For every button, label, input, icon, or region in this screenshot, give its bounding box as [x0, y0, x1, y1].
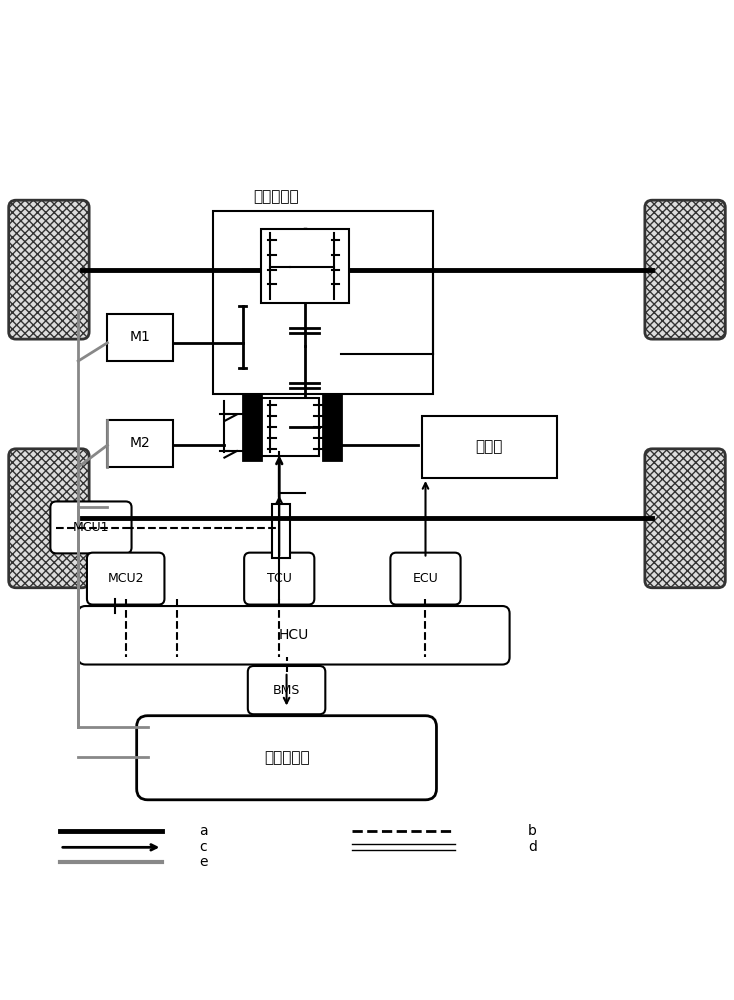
Text: HCU: HCU — [279, 628, 309, 642]
FancyBboxPatch shape — [87, 553, 164, 605]
Text: b: b — [528, 824, 537, 838]
FancyBboxPatch shape — [78, 606, 509, 665]
FancyBboxPatch shape — [214, 211, 433, 394]
Text: MCU2: MCU2 — [107, 572, 144, 585]
Text: ECU: ECU — [413, 572, 438, 585]
Text: a: a — [199, 824, 208, 838]
FancyBboxPatch shape — [51, 501, 131, 553]
FancyBboxPatch shape — [137, 716, 437, 800]
Bar — [261, 229, 349, 303]
FancyBboxPatch shape — [645, 449, 725, 588]
Text: MCU1: MCU1 — [73, 521, 109, 534]
FancyBboxPatch shape — [645, 200, 725, 339]
Bar — [422, 416, 557, 478]
Bar — [323, 394, 341, 460]
Text: M1: M1 — [130, 330, 150, 344]
FancyBboxPatch shape — [248, 666, 325, 714]
FancyBboxPatch shape — [244, 553, 314, 605]
Bar — [243, 394, 261, 460]
Text: 变速箱总成: 变速箱总成 — [252, 189, 299, 204]
Bar — [107, 314, 173, 361]
Text: TCU: TCU — [267, 572, 291, 585]
Bar — [107, 420, 173, 467]
Text: c: c — [199, 840, 206, 854]
Text: e: e — [199, 855, 207, 869]
Text: 动力电池组: 动力电池组 — [264, 750, 309, 765]
Text: d: d — [528, 840, 537, 854]
Bar — [272, 504, 290, 558]
FancyBboxPatch shape — [390, 553, 461, 605]
Bar — [261, 398, 319, 456]
Text: BMS: BMS — [273, 684, 300, 697]
Text: M2: M2 — [130, 436, 150, 450]
FancyBboxPatch shape — [9, 449, 89, 588]
Text: 发动机: 发动机 — [476, 439, 503, 454]
FancyBboxPatch shape — [9, 200, 89, 339]
